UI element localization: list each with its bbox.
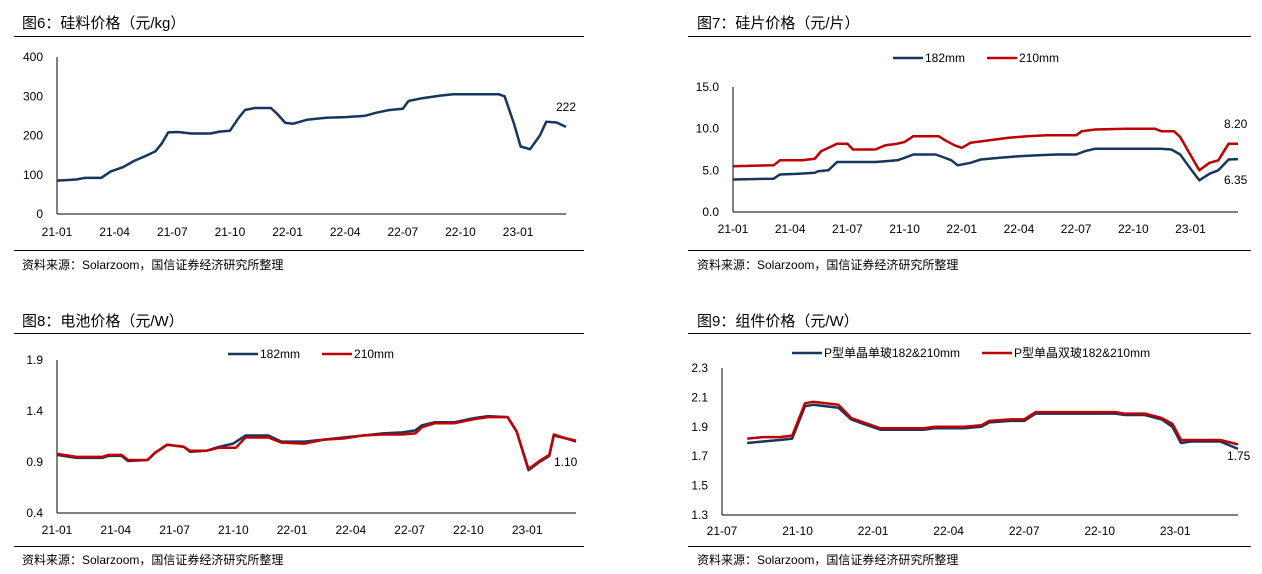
y-tick-label: 0.9 [26,455,43,469]
x-tick-label: 21-01 [42,225,73,239]
y-tick-label: 5.0 [702,163,719,177]
x-tick-label: 21-04 [775,222,806,236]
source-divider [688,546,1251,547]
x-tick-label: 21-07 [707,524,738,538]
x-tick-label: 22-10 [453,523,484,537]
series-line-182mm [732,147,1239,182]
y-tick-label: 200 [23,129,43,143]
x-tick-label: 21-01 [718,222,749,236]
series-line-210mm [732,127,1238,172]
x-tick-label: 22-01 [277,523,308,537]
x-tick-label: 21-10 [215,225,246,239]
title-divider [688,36,1251,37]
x-tick-label: 21-04 [100,523,131,537]
x-tick-label: 22-07 [1009,524,1040,538]
series-line-210mm [56,415,577,471]
end-value-label: 6.35 [1224,173,1248,187]
x-tick-label: 22-07 [394,523,425,537]
legend-label: 182mm [925,51,965,65]
end-value-label: 1.10 [554,455,578,469]
x-tick-label: 23-01 [1160,524,1191,538]
y-tick-label: 0 [36,207,43,221]
y-tick-label: 2.3 [691,361,708,375]
source-divider [14,546,584,547]
x-tick-label: 22-10 [445,225,476,239]
legend-label: 210mm [354,347,394,361]
x-tick-label: 21-10 [218,523,249,537]
y-tick-label: 0.4 [26,506,43,520]
x-tick-label: 23-01 [503,225,534,239]
chart-title-fig7: 图7：硅片价格（元/片） [697,15,860,32]
y-tick-label: 2.1 [691,390,708,404]
x-tick-label: 22-07 [1061,222,1092,236]
x-tick-label: 22-04 [336,523,367,537]
x-tick-label: 22-04 [933,524,964,538]
y-tick-label: 400 [23,50,43,64]
source-note: 资料来源：Solarzoom，国信证券经济研究所整理 [697,258,959,272]
source-divider [14,250,584,251]
x-tick-label: 22-01 [858,524,889,538]
x-tick-label: 21-07 [832,222,863,236]
x-tick-label: 21-01 [42,523,73,537]
legend-label: P型单晶双玻182&210mm [1014,346,1150,360]
title-divider [14,36,584,37]
x-tick-label: 22-04 [330,225,361,239]
y-tick-label: 1.5 [691,479,708,493]
x-tick-label: 21-10 [782,524,813,538]
end-value-label: 8.20 [1224,117,1248,131]
x-tick-label: 23-01 [512,523,543,537]
y-tick-label: 0.0 [702,205,719,219]
end-value-label: 222 [556,100,576,114]
x-tick-label: 23-01 [1175,222,1206,236]
y-tick-label: 300 [23,89,43,103]
y-tick-label: 1.3 [691,508,708,522]
x-tick-label: 22-01 [946,222,977,236]
end-value-label: 1.75 [1227,449,1251,463]
x-tick-label: 21-07 [159,523,190,537]
series-line-price [56,93,567,182]
y-tick-label: 1.9 [691,420,708,434]
title-divider [688,333,1251,334]
y-tick-label: 10.0 [696,122,720,136]
chart-title-fig8: 图8：电池价格（元/W） [22,313,184,330]
y-tick-label: 1.9 [26,353,43,367]
x-tick-label: 21-04 [99,225,130,239]
legend-label: P型单晶单玻182&210mm [824,346,960,360]
y-tick-label: 100 [23,168,43,182]
y-tick-label: 1.4 [26,404,43,418]
series-line-p-182-210mm [747,400,1239,446]
x-tick-label: 22-10 [1084,524,1115,538]
x-tick-label: 21-07 [157,225,188,239]
chart-title-fig9: 图9：组件价格（元/W） [697,313,859,330]
y-tick-label: 1.7 [691,449,708,463]
y-tick-label: 15.0 [696,80,720,94]
source-divider [688,250,1251,251]
legend-label: 182mm [260,347,300,361]
x-tick-label: 22-10 [1118,222,1149,236]
x-tick-label: 22-07 [387,225,418,239]
title-divider [14,333,584,334]
legend-label: 210mm [1019,51,1059,65]
chart-title-fig6: 图6：硅料价格（元/kg） [22,15,186,32]
series-line-182mm [56,414,577,472]
x-tick-label: 22-04 [1004,222,1035,236]
x-tick-label: 22-01 [272,225,303,239]
source-note: 资料来源：Solarzoom，国信证券经济研究所整理 [22,553,284,567]
source-note: 资料来源：Solarzoom，国信证券经济研究所整理 [22,258,284,272]
x-tick-label: 21-10 [889,222,920,236]
series-line-p-182-210mm [747,403,1239,451]
source-note: 资料来源：Solarzoom，国信证券经济研究所整理 [697,553,959,567]
